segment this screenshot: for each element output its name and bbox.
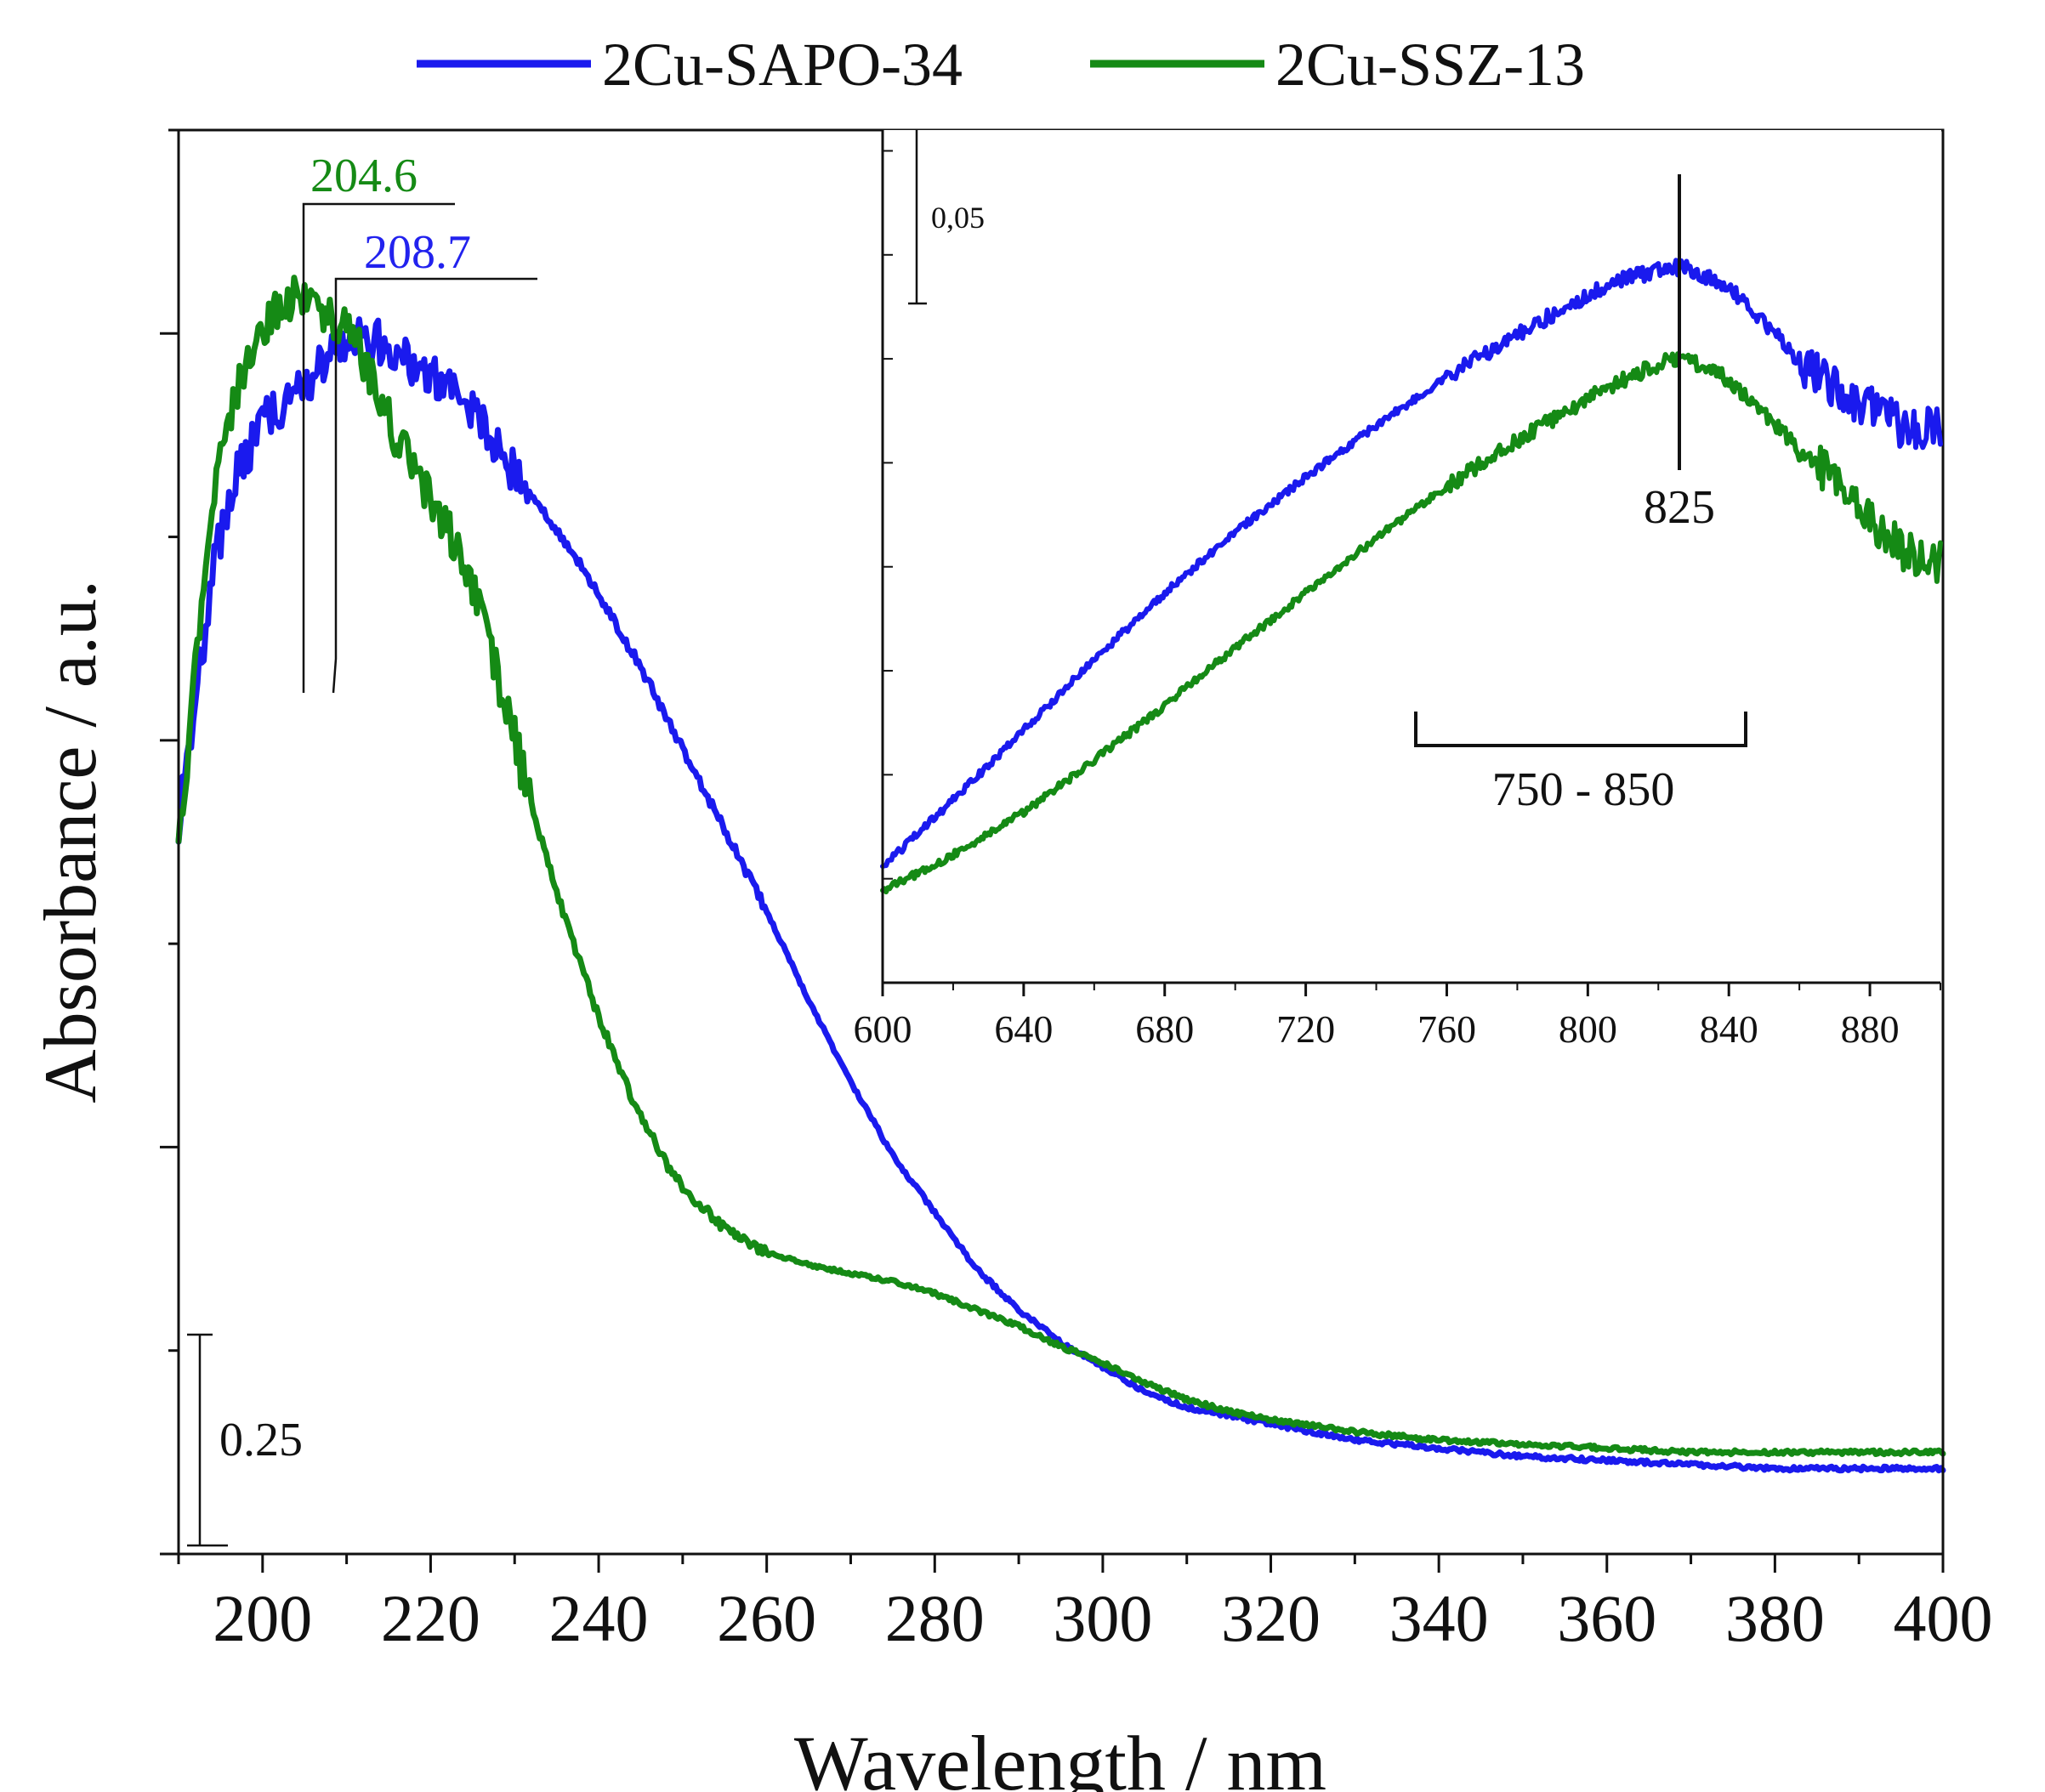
inset-series-line-2cu-ssz-13 <box>880 351 1943 895</box>
scale-bar-label: 0.25 <box>219 1414 303 1466</box>
inset-scale-bar-label: 0,05 <box>931 201 985 235</box>
main-plot: 200 220 240 260 280 300 320 340 360 380 400 Wavele… <box>30 128 1993 1792</box>
inset-x-tick-label: 840 <box>1700 1007 1758 1051</box>
main-series <box>175 275 1946 1474</box>
legend-label-ssz: 2Cu-SSZ-13 <box>1275 31 1585 99</box>
inset-x-tick-label: 600 <box>854 1007 912 1051</box>
x-tick-label: 280 <box>885 1581 985 1655</box>
x-tick-label: 220 <box>381 1581 480 1655</box>
inset-series <box>880 258 1943 895</box>
inset-background <box>883 130 1941 983</box>
x-tick-label: 340 <box>1389 1581 1489 1655</box>
main-ticks: 200 220 240 260 280 300 320 340 360 380 400 <box>160 128 1993 1655</box>
y-axis-label: Absorbance / a.u. <box>30 580 112 1103</box>
inset-x-tick-label: 640 <box>994 1007 1053 1051</box>
legend-label-sapo: 2Cu-SAPO-34 <box>602 31 963 99</box>
inset-plot: 600 640 680 720 760 800 840 880 0,05 825 750 - … <box>854 130 1943 1051</box>
peak-label-204: 204.6 <box>310 150 418 202</box>
peak-annotations: 204.6 208.7 <box>302 150 537 694</box>
inset-annotations: 825 750 - 850 <box>1414 174 1747 816</box>
x-tick-label: 320 <box>1221 1581 1321 1655</box>
inset-x-tick-label: 680 <box>1135 1007 1194 1051</box>
x-tick-label: 300 <box>1053 1581 1152 1655</box>
inset-x-tick-label: 720 <box>1276 1007 1335 1051</box>
series-line-2cu-ssz-13 <box>175 275 1946 1458</box>
x-axis-label: Wavelength / nm <box>794 1720 1326 1792</box>
inset-series-line-2cu-sapo-34 <box>880 258 1943 870</box>
x-tick-label: 380 <box>1725 1581 1825 1655</box>
x-tick-label: 240 <box>549 1581 649 1655</box>
x-tick-label: 400 <box>1894 1581 1993 1655</box>
x-tick-label: 360 <box>1557 1581 1656 1655</box>
scale-bar: 0.25 <box>187 1333 303 1547</box>
peak-label-825: 825 <box>1644 481 1715 534</box>
range-bracket <box>1414 712 1747 747</box>
inset-x-tick-label: 880 <box>1841 1007 1900 1051</box>
x-tick-label: 260 <box>717 1581 816 1655</box>
peak-marker-208 <box>332 277 537 694</box>
legend: 2Cu-SAPO-34 2Cu-SSZ-13 <box>417 31 1585 99</box>
inset-x-tick-label: 800 <box>1559 1007 1617 1051</box>
inset-x-tick-label: 760 <box>1417 1007 1476 1051</box>
inset-ticks: 600 640 680 720 760 800 840 880 <box>854 150 1941 1051</box>
peak-label-208: 208.7 <box>364 226 471 279</box>
peak-marker-204 <box>302 202 455 693</box>
inset-scale-bar: 0,05 <box>908 130 985 305</box>
x-tick-label: 200 <box>213 1581 312 1655</box>
range-label: 750 - 850 <box>1492 763 1675 816</box>
